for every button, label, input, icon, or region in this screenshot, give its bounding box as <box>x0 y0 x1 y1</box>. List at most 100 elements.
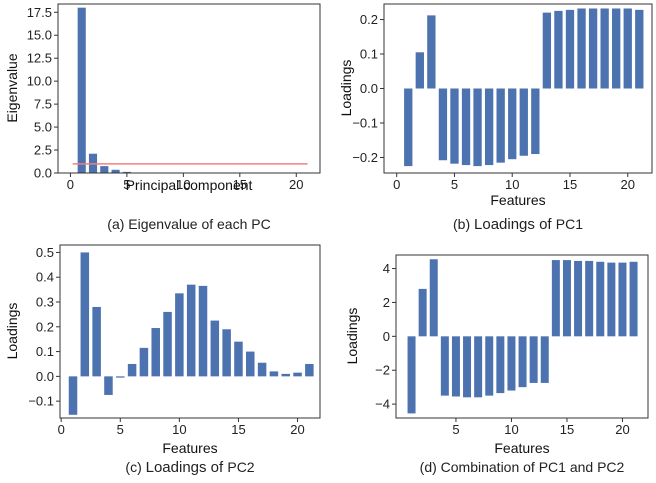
panel-c-caption: (c) Loadings of PC2 <box>125 459 254 476</box>
panel-b-bar-19 <box>612 8 621 89</box>
panel-b-bar-8 <box>484 88 494 166</box>
panel-b-xtick-label: 10 <box>505 177 519 192</box>
panel-c-xtick-label: 10 <box>172 422 186 437</box>
panel-c-ytick-label: −0.1 <box>28 394 54 409</box>
panel-c-bar-1 <box>68 376 78 415</box>
panel-c-bar-12 <box>198 285 208 377</box>
panel-d-ylabel: Loadings <box>344 308 360 365</box>
panel-b-xtick-label: 15 <box>563 177 577 192</box>
panel-a-frame <box>57 3 321 174</box>
panel-d-bar-2 <box>418 288 427 337</box>
panel-b-bar-9 <box>496 88 505 163</box>
panel-b-ytick-label: −0.1 <box>352 115 378 130</box>
panel-c-bar-4 <box>104 376 113 395</box>
panel-a-ytick-label: 17.5 <box>27 5 52 20</box>
panel-c-bar-19 <box>281 373 290 377</box>
panel-d: 5 10 15 20 −4 −2 0 2 4 Features Loadings (d) Com… <box>344 254 649 475</box>
panel-b-ylabel: Loadings <box>338 60 354 117</box>
panel-a-ytick-label: 0.0 <box>34 166 52 181</box>
panel-a-bar-5 <box>122 171 131 173</box>
panel-d-xlabel: Features <box>494 440 549 456</box>
panel-b-bar-4 <box>438 88 448 161</box>
panel-b-bar-10 <box>508 88 517 160</box>
panel-b-bar-2 <box>415 52 424 89</box>
panel-c-bar-10 <box>175 293 184 377</box>
panel-b-bar-6 <box>461 88 471 166</box>
panel-c-bar-3 <box>92 306 101 377</box>
panel-d-bar-1 <box>407 336 416 414</box>
panel-a-marks: 0 5 10 15 20 0.0 2.5 5.0 7.5 10.0 12.5 15.0 17.5 <box>27 5 308 192</box>
panel-a-ytick-label: 7.5 <box>34 97 52 112</box>
panel-d-bar-9 <box>496 336 505 394</box>
panel-a-ytick-label: 5.0 <box>34 120 52 135</box>
panel-c-ytick-label: 0.1 <box>36 344 54 359</box>
panel-d-bar-18 <box>596 261 605 337</box>
panel-d-ytick-label: 4 <box>383 261 390 276</box>
panel-b-ytick-label: 0.2 <box>360 12 378 27</box>
panel-c-bar-15 <box>234 341 243 377</box>
panel-d-frame <box>395 254 649 419</box>
panel-d-ytick-label: −2 <box>375 363 390 378</box>
panel-c-ytick-label: 0.5 <box>36 245 54 260</box>
panel-b-xtick-label: 20 <box>621 177 635 192</box>
panel-d-xtick-label: 10 <box>504 422 518 437</box>
panel-a-xtick-label: 0 <box>67 177 74 192</box>
panel-c-marks: 0 5 10 15 20 −0.1 0.0 0.1 0.2 0.3 0.4 0.5 <box>28 245 314 437</box>
panel-d-bar-12 <box>529 336 538 383</box>
panel-c-xtick-label: 20 <box>290 422 304 437</box>
panel-d-bar-7 <box>474 336 483 398</box>
panel-d-bar-13 <box>540 336 549 383</box>
panel-c-bar-13 <box>210 320 220 377</box>
panel-a-xtick-label: 20 <box>289 177 303 192</box>
panel-d-caption: (d) Combination of PC1 and PC2 <box>420 459 625 475</box>
panel-b-bar-5 <box>450 88 459 164</box>
panel-d-bar-14 <box>551 260 560 337</box>
panel-b-marks: 0 5 10 15 20 −0.2 −0.1 0.0 0.1 0.2 <box>352 8 644 192</box>
panel-c-xtick-label: 15 <box>231 422 245 437</box>
panel-c-xtick-label: 5 <box>117 422 124 437</box>
panel-c-bar-7 <box>139 347 149 377</box>
panel-c-bar-6 <box>127 363 137 377</box>
panel-c-bar-14 <box>222 329 231 377</box>
panel-b-bar-13 <box>542 12 552 89</box>
panel-b-bar-15 <box>565 9 575 89</box>
panel-d-ytick-label: 0 <box>383 329 390 344</box>
panel-c-xtick-label: 0 <box>58 422 65 437</box>
panel-d-bar-15 <box>562 260 571 337</box>
panel-c-bar-2 <box>80 252 90 377</box>
panel-a-xtick-label: 15 <box>233 177 247 192</box>
panel-b-bar-12 <box>531 88 540 155</box>
panel-d-xtick-label: 15 <box>560 422 574 437</box>
panel-b-caption: (b) Loadings of PC1 <box>453 216 583 233</box>
panel-c-xlabel: Features <box>162 440 217 456</box>
panel-b-xtick-label: 5 <box>451 177 458 192</box>
panel-b-bar-11 <box>519 88 528 156</box>
panel-a: 0 5 10 15 20 0.0 2.5 5.0 7.5 10.0 12.5 15.0 17.5 Pri… <box>4 3 321 232</box>
panel-b-ytick-label: 0.0 <box>360 81 378 96</box>
panel-a-ytick-label: 15.0 <box>27 28 52 43</box>
panel-b-ytick-label: −0.2 <box>352 150 378 165</box>
panel-b-bar-7 <box>473 88 482 167</box>
panel-c-bar-9 <box>163 311 172 377</box>
panel-a-xlabel: Principal component <box>126 177 253 193</box>
panel-c-ytick-label: 0.0 <box>36 369 54 384</box>
panel-c-bar-18 <box>269 371 279 377</box>
panel-b-frame <box>383 3 653 174</box>
panel-d-bar-4 <box>440 336 449 396</box>
panel-b-ytick-label: 0.1 <box>360 47 378 62</box>
panel-d-bar-19 <box>607 262 616 337</box>
panel-d-bar-11 <box>518 336 527 388</box>
panel-d-bar-8 <box>485 336 494 396</box>
panel-b-xtick-label: 0 <box>393 177 400 192</box>
panel-a-ytick-label: 12.5 <box>27 51 52 66</box>
panel-b-bar-21 <box>635 9 644 89</box>
panel-d-bar-21 <box>629 261 638 337</box>
panel-c-bar-17 <box>257 362 267 377</box>
panel-b-bar-3 <box>427 15 436 89</box>
panel-c-ytick-label: 0.3 <box>36 295 54 310</box>
panel-a-bar-3 <box>100 166 109 173</box>
panel-b-bar-16 <box>577 8 586 89</box>
panel-a-caption: (a) Eigenvalue of each PC <box>107 216 270 232</box>
panel-b-bar-20 <box>623 8 632 89</box>
panel-d-xtick-label: 20 <box>615 422 629 437</box>
